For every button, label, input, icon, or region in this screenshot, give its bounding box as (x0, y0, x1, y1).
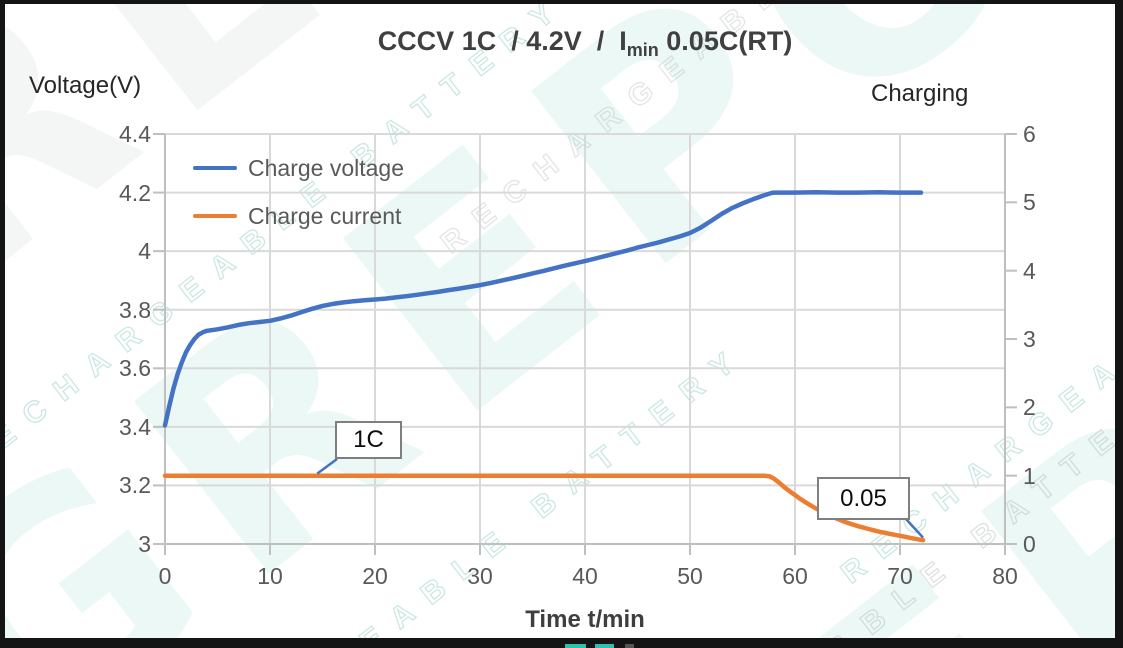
chart-title-text: 0.05C(RT) (658, 26, 793, 56)
logo-fragment-icon (565, 644, 586, 648)
x-tick-label: 30 (467, 563, 493, 589)
logo-fragment-icon (595, 644, 614, 648)
y-right-tick-label: 2 (1023, 394, 1036, 421)
y-right-tick-label: 3 (1023, 326, 1036, 352)
chart-title: CCCV 1C / 4.2V / Imin 0.05C(RT) (165, 26, 1005, 61)
x-tick-label: 80 (992, 563, 1018, 589)
x-tick-label: 20 (362, 563, 388, 589)
legend-line-swatch-voltage (193, 166, 237, 170)
legend: Charge voltage Charge current (193, 154, 404, 250)
annotation-1c-box: 1C (335, 421, 402, 459)
legend-item-charge-current: Charge current (193, 202, 404, 230)
y-left-tick-label: 4.2 (119, 179, 151, 206)
x-tick-label: 40 (572, 563, 598, 589)
x-axis-title: Time t/min (525, 606, 645, 633)
legend-item-charge-voltage: Charge voltage (193, 154, 404, 182)
y-left-tick-label: 3.4 (119, 413, 151, 440)
x-tick-label: 0 (158, 563, 172, 589)
annotation-1c-text: 1C (353, 426, 384, 453)
x-tick-label: 70 (887, 563, 913, 589)
y-left-tick-label: 4 (138, 238, 151, 265)
y-right-tick-label: 4 (1023, 257, 1036, 284)
chart-plot-area (153, 133, 1017, 555)
y-left-tick-label: 3 (138, 531, 151, 557)
x-tick-label: 60 (782, 563, 808, 589)
x-tick-label: 50 (677, 563, 703, 589)
y-right-tick-label: 0 (1023, 531, 1036, 557)
left-axis-title: Voltage(V) (29, 72, 142, 99)
y-left-tick-label: 3.6 (119, 355, 151, 382)
legend-label: Charge current (248, 202, 402, 229)
right-axis-title: Charging (871, 80, 969, 107)
chart-title-text: CCCV 1C / 4.2V / I (377, 26, 627, 56)
legend-label: Charge voltage (248, 154, 404, 181)
logo-fragment-icon (625, 644, 634, 648)
y-right-tick-label: 5 (1023, 189, 1036, 216)
bottom-border-bar (5, 638, 1115, 648)
y-left-tick-label: 3.8 (119, 296, 151, 323)
y-left-tick-label: 4.4 (119, 121, 151, 147)
annotation-005-text: 0.05 (840, 484, 887, 512)
x-tick-label: 10 (257, 563, 283, 589)
y-left-tick-label: 3.2 (119, 472, 151, 499)
chart-title-subscript: min (626, 40, 659, 60)
annotation-005-box: 0.05 (817, 477, 910, 520)
y-right-tick-label: 6 (1023, 121, 1036, 147)
legend-line-swatch-current (193, 214, 237, 218)
y-right-tick-label: 1 (1023, 462, 1036, 489)
